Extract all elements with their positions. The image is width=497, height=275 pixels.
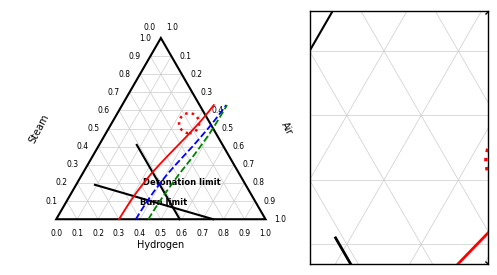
Text: 0.3: 0.3 <box>201 88 213 97</box>
Text: Burn limit: Burn limit <box>140 197 188 207</box>
Text: 0.2: 0.2 <box>92 229 104 238</box>
Text: Steam: Steam <box>28 112 51 145</box>
Text: 0.6: 0.6 <box>97 106 110 115</box>
Text: 0.6: 0.6 <box>176 229 188 238</box>
Text: 0.9: 0.9 <box>129 52 141 60</box>
Text: 0.4: 0.4 <box>77 142 88 151</box>
Text: Air: Air <box>279 120 294 137</box>
Text: 0.0: 0.0 <box>50 229 62 238</box>
Text: 0.4: 0.4 <box>134 229 146 238</box>
Text: 1.0: 1.0 <box>259 229 271 238</box>
Text: 0.2: 0.2 <box>56 178 68 188</box>
Text: 0.8: 0.8 <box>253 178 265 188</box>
Text: 0.7: 0.7 <box>197 229 209 238</box>
Text: 1.0: 1.0 <box>140 34 152 43</box>
Text: 0.8: 0.8 <box>118 70 131 79</box>
Text: Detonation limit: Detonation limit <box>143 178 221 187</box>
Text: 0.7: 0.7 <box>108 88 120 97</box>
Text: 0.5: 0.5 <box>155 229 167 238</box>
Text: 0.1: 0.1 <box>45 197 57 206</box>
Text: 0.3: 0.3 <box>66 160 78 169</box>
Text: 1.0: 1.0 <box>166 23 178 32</box>
Text: 0.0: 0.0 <box>144 23 156 32</box>
Text: 0.9: 0.9 <box>263 197 275 206</box>
Text: 0.5: 0.5 <box>222 124 234 133</box>
Text: 0.9: 0.9 <box>239 229 250 238</box>
Text: 0.4: 0.4 <box>211 106 223 115</box>
Text: Hydrogen: Hydrogen <box>137 240 184 250</box>
Text: 0.6: 0.6 <box>232 142 244 151</box>
Text: 0.2: 0.2 <box>190 70 202 79</box>
Text: Det: Det <box>0 274 1 275</box>
Legend: 0.1cm, 1cm, 5cm: 0.1cm, 1cm, 5cm <box>388 14 452 57</box>
Text: 0.3: 0.3 <box>113 229 125 238</box>
Text: 0.8: 0.8 <box>218 229 230 238</box>
Text: 0.5: 0.5 <box>87 124 99 133</box>
Text: 0.1: 0.1 <box>71 229 83 238</box>
Text: 1.0: 1.0 <box>274 215 286 224</box>
Text: 0.1: 0.1 <box>180 52 192 60</box>
Text: 0.7: 0.7 <box>243 160 254 169</box>
